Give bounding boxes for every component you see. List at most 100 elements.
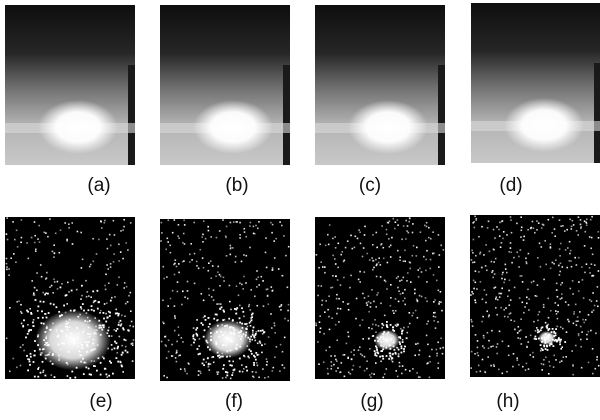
spot-dot xyxy=(29,361,31,363)
noise-dot xyxy=(417,317,419,319)
noise-dot xyxy=(488,316,490,318)
noise-dot xyxy=(288,246,290,248)
noise-dot xyxy=(597,306,599,308)
spot-dot xyxy=(239,371,241,373)
spot-dot xyxy=(121,354,123,356)
spot-dot xyxy=(33,361,35,363)
noise-dot xyxy=(420,231,422,233)
spot-dot xyxy=(203,359,205,361)
noise-dot xyxy=(215,275,217,277)
noise-dot xyxy=(359,325,361,327)
noise-dot xyxy=(184,370,186,372)
noise-dot xyxy=(383,258,385,260)
noise-dot xyxy=(372,324,374,326)
noise-dot xyxy=(590,219,592,221)
noise-dot xyxy=(508,355,510,357)
spot-dot xyxy=(30,356,32,358)
spot-dot xyxy=(386,355,388,357)
noise-dot xyxy=(483,335,485,337)
noise-dot xyxy=(543,364,545,366)
noise-dot xyxy=(60,229,62,231)
noise-dot xyxy=(481,267,483,269)
noise-dot xyxy=(128,295,130,297)
noise-dot xyxy=(68,223,70,225)
spot-dot xyxy=(125,350,127,352)
noise-dot xyxy=(536,327,538,329)
noise-dot xyxy=(575,304,577,306)
noise-dot xyxy=(110,245,112,247)
noise-dot xyxy=(380,264,382,266)
noise-dot xyxy=(423,256,425,258)
spot-dot xyxy=(100,374,102,376)
noise-dot xyxy=(508,290,510,292)
noise-dot xyxy=(193,327,195,329)
noise-dot xyxy=(274,257,276,259)
noise-dot xyxy=(376,294,378,296)
noise-dot xyxy=(387,262,389,264)
noise-dot xyxy=(559,271,561,273)
noise-dot xyxy=(325,245,327,247)
noise-dot xyxy=(355,236,357,238)
spot-dot xyxy=(22,326,24,328)
image-panel xyxy=(470,215,600,377)
noise-dot xyxy=(239,234,241,236)
spot-dot xyxy=(117,361,119,363)
noise-dot xyxy=(8,274,10,276)
noise-dot xyxy=(16,301,18,303)
noise-dot xyxy=(475,302,477,304)
noise-dot xyxy=(593,310,595,312)
spot-dot xyxy=(202,363,204,365)
noise-dot xyxy=(521,275,523,277)
noise-dot xyxy=(378,262,380,264)
noise-dot xyxy=(80,232,82,234)
noise-dot xyxy=(521,343,523,345)
spot-dot xyxy=(394,349,396,351)
noise-dot xyxy=(6,217,8,219)
noise-dot xyxy=(426,222,428,224)
noise-dot xyxy=(477,340,479,342)
noise-dot xyxy=(358,229,360,231)
noise-dot xyxy=(190,243,192,245)
noise-dot xyxy=(29,308,31,310)
noise-dot xyxy=(384,315,386,317)
spot-dot xyxy=(48,312,50,314)
noise-dot xyxy=(443,249,445,251)
noise-dot xyxy=(404,289,406,291)
noise-dot xyxy=(182,341,184,343)
image-edge xyxy=(594,63,600,163)
noise-dot xyxy=(537,257,539,259)
noise-dot xyxy=(200,373,202,375)
noise-dot xyxy=(520,329,522,331)
noise-dot xyxy=(586,224,588,226)
noise-dot xyxy=(181,337,183,339)
spot-dot xyxy=(245,323,247,325)
noise-dot xyxy=(217,266,219,268)
noise-dot xyxy=(328,316,330,318)
noise-dot xyxy=(100,310,102,312)
noise-dot xyxy=(232,247,234,249)
spot-dot xyxy=(79,386,81,388)
noise-dot xyxy=(177,291,179,293)
noise-dot xyxy=(236,221,238,223)
noise-dot xyxy=(341,362,343,364)
noise-dot xyxy=(39,241,41,243)
noise-dot xyxy=(347,303,349,305)
noise-dot xyxy=(43,370,45,372)
noise-dot xyxy=(283,235,285,237)
noise-dot xyxy=(416,255,418,257)
noise-dot xyxy=(480,281,482,283)
noise-dot xyxy=(496,346,498,348)
noise-dot xyxy=(126,286,128,288)
spot-dot xyxy=(401,352,403,354)
spot-dot xyxy=(100,362,102,364)
noise-dot xyxy=(288,304,290,306)
noise-dot xyxy=(173,264,175,266)
noise-dot xyxy=(533,227,535,229)
noise-dot xyxy=(263,305,265,307)
noise-dot xyxy=(476,218,478,220)
noise-dot xyxy=(280,344,282,346)
noise-dot xyxy=(315,325,317,327)
noise-dot xyxy=(354,247,356,249)
noise-dot xyxy=(533,281,535,283)
spot-dot xyxy=(243,355,245,357)
